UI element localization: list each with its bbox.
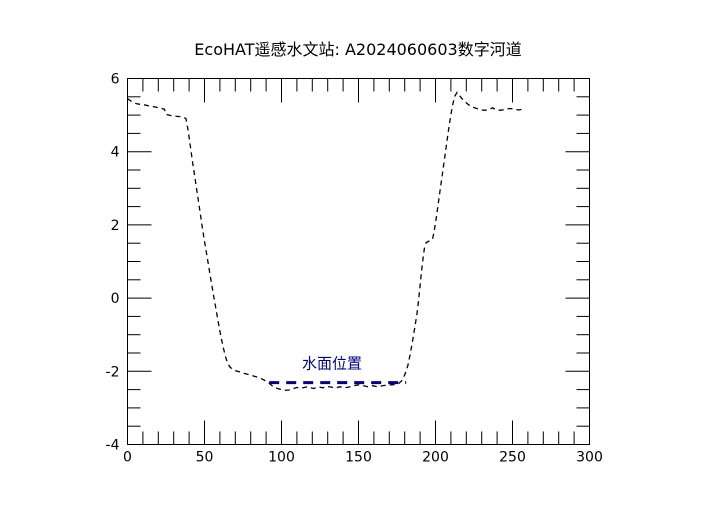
- y-tick-label: 6: [111, 72, 120, 88]
- x-tick-label: 300: [576, 450, 603, 466]
- x-tick-label: 100: [268, 450, 295, 466]
- y-tick-label: -2: [106, 364, 120, 380]
- y-tick-label: -4: [106, 438, 120, 454]
- y-tick-label: 0: [111, 291, 120, 307]
- y-tick-label: 2: [111, 218, 120, 234]
- x-tick-label: 150: [345, 450, 372, 466]
- x-tick-label: 50: [196, 450, 214, 466]
- plot-border: [127, 78, 590, 445]
- channel-profile-line: [127, 91, 524, 391]
- y-tick-label: 4: [111, 145, 120, 161]
- x-tick-label: 0: [123, 450, 132, 466]
- x-tick-label: 200: [422, 450, 449, 466]
- x-tick-label: 250: [499, 450, 526, 466]
- chart-title: EcoHAT遥感水文站: A2024060603数字河道: [194, 40, 522, 59]
- water-surface-label: 水面位置: [301, 354, 363, 373]
